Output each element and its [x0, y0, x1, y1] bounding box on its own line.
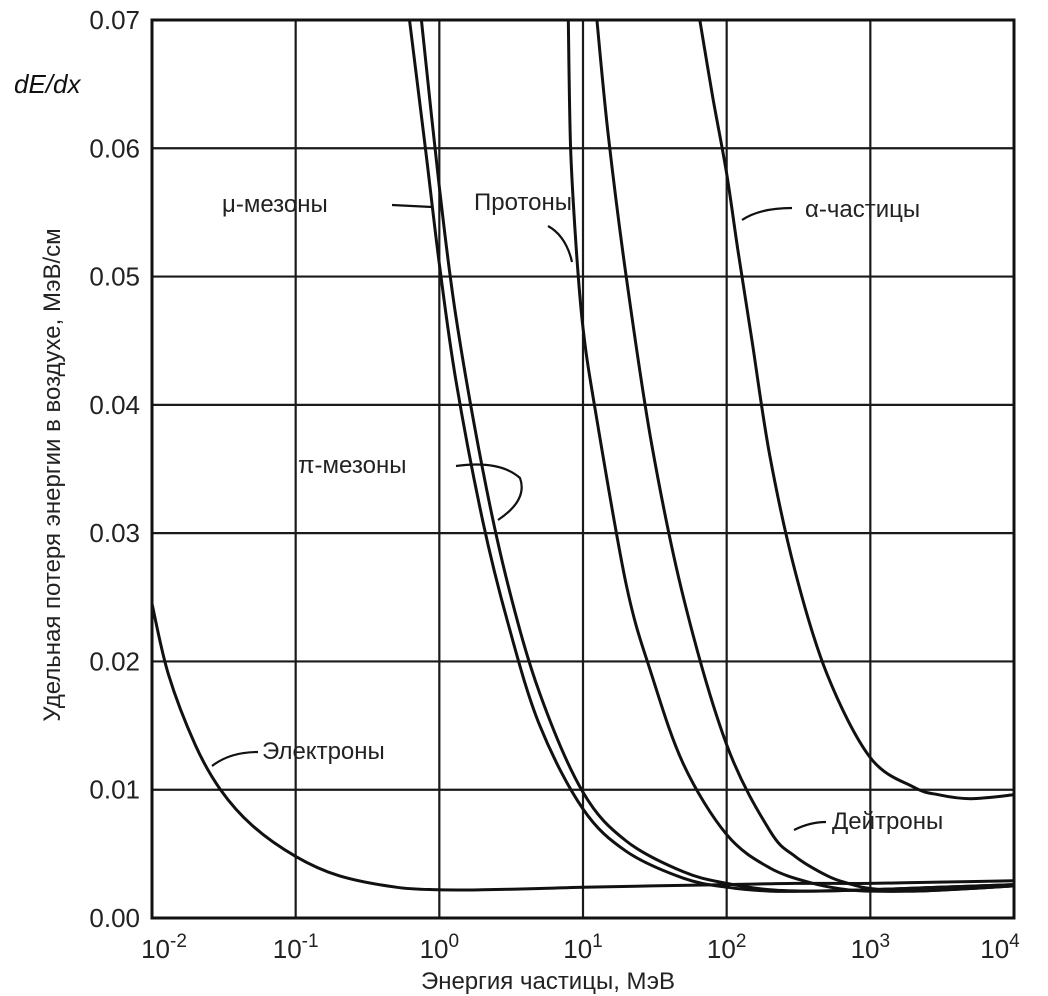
y-tick-label: 0.05 [89, 262, 140, 292]
y-tick-labels: 0.00 0.01 0.02 0.03 0.04 0.05 0.06 0.07 [89, 5, 140, 933]
plot-frame [150, 18, 1016, 920]
y-tick-label: 0.04 [89, 390, 140, 420]
label-deuterons: Дейтроны [832, 808, 943, 835]
x-tick-label: 101 [563, 931, 603, 964]
x-tick-labels: 10-2 10-1 100 101 102 103 104 [141, 931, 1020, 964]
curve-mu-mesons [408, 18, 1014, 893]
label-electrons: Электроны [262, 738, 385, 765]
curve-alpha [698, 18, 1014, 801]
x-tick-label: 102 [707, 931, 747, 964]
leader-pi-mesons [455, 463, 523, 521]
y-tick-label: 0.01 [89, 775, 140, 805]
x-tick-label: 10-2 [141, 931, 187, 964]
grid-lines [150, 18, 1016, 920]
y-tick-label: 0.03 [89, 518, 140, 548]
y-tick-label: 0.06 [89, 133, 140, 163]
label-pi-mesons: π-мезоны [298, 452, 406, 479]
x-tick-label: 103 [851, 931, 891, 964]
curve-deuterons [595, 18, 1014, 893]
y-axis-title: Удельная потеря энергии в воздухе, МэВ/с… [39, 228, 66, 721]
leader-alpha [741, 206, 793, 221]
x-axis-title: Энергия частицы, МэВ [421, 968, 675, 995]
leader-deuterons [793, 820, 827, 831]
leader-electrons [211, 750, 259, 767]
y-tick-label: 0.00 [89, 903, 140, 933]
label-alpha: α-частицы [805, 196, 920, 223]
x-tick-label: 104 [980, 931, 1020, 964]
label-protons: Протоны [474, 189, 572, 216]
curve-pi-mesons [419, 18, 1014, 893]
y-tick-label: 0.02 [89, 646, 140, 676]
annotation-leaders [211, 203, 827, 831]
x-tick-label: 10-1 [273, 931, 319, 964]
y-tick-label: 0.07 [89, 5, 140, 35]
label-mu-mesons: μ-мезоны [222, 191, 328, 218]
data-curves [152, 18, 1014, 893]
dedx-label: dE/dx [14, 69, 81, 99]
leader-protons [547, 225, 574, 263]
leader-mu-mesons [391, 203, 433, 209]
x-tick-label: 100 [420, 931, 460, 964]
curve-protons [566, 18, 1014, 893]
